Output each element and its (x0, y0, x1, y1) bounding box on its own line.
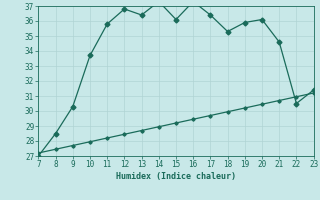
X-axis label: Humidex (Indice chaleur): Humidex (Indice chaleur) (116, 172, 236, 181)
